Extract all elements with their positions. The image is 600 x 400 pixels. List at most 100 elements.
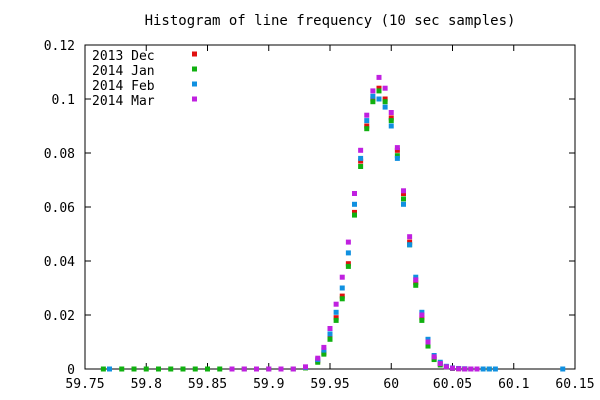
data-point [425,339,431,345]
data-point [229,366,235,372]
data-point [394,145,400,151]
data-point [217,366,223,372]
data-point [419,317,425,323]
data-point [358,147,364,153]
data-point [315,359,321,365]
series-points [229,74,480,372]
data-point [419,309,425,315]
data-point [327,334,333,340]
data-point [143,366,149,372]
x-tick-label: 60.05 [433,377,472,392]
data-point [394,147,400,153]
data-point [321,344,327,350]
data-point [358,164,364,169]
data-point [413,282,419,288]
data-point [492,366,498,372]
x-tick-label: 59.85 [188,377,227,392]
data-point [443,364,449,370]
data-point [278,366,284,372]
y-tick-label: 0.04 [44,255,75,270]
data-point [480,366,486,372]
data-point [376,85,382,91]
legend-swatch [192,66,197,72]
axis-ticks [84,44,576,370]
data-point [205,366,210,372]
data-point [431,354,437,360]
data-point [303,364,308,370]
data-point [315,355,321,361]
data-point [364,118,370,124]
legend-swatch [192,81,197,87]
data-point [119,366,125,372]
y-tick-label: 0 [67,363,75,378]
legend-label: 2014 Feb [92,79,155,94]
data-point [100,366,106,372]
data-point [425,343,431,349]
data-point [370,88,376,94]
y-tick-label: 0.12 [44,39,75,54]
legend-label: 2014 Mar [92,94,155,109]
data-point [358,158,364,164]
data-point [407,239,413,245]
data-point [333,301,339,307]
data-point [382,104,388,110]
data-point [370,99,376,105]
data-point [327,331,333,337]
data-point [266,366,272,372]
data-point [352,209,357,215]
legend-swatch [192,96,197,102]
data-point [394,153,400,159]
data-point [339,285,345,291]
series-points [107,93,566,372]
data-point [364,123,370,129]
data-point [394,155,400,161]
x-tick-label: 59.75 [65,377,104,392]
data-point [486,366,492,372]
data-point [388,123,394,129]
series-points [100,88,492,372]
data-point [382,96,388,102]
data-point [401,196,406,202]
data-point [352,191,357,196]
data-points [100,74,566,372]
data-point [462,366,468,372]
legend-label: 2013 Dec [92,49,155,64]
data-point [382,99,388,105]
data-point [352,212,357,218]
data-point [339,296,345,302]
data-point [345,261,351,267]
data-point [333,315,339,321]
data-point [370,93,376,99]
x-tick-label: 60.15 [555,377,594,392]
data-point [156,366,161,372]
data-point [345,250,351,256]
data-point [345,263,351,269]
data-point [474,366,480,372]
x-tick-label: 60 [383,377,399,392]
y-tick-label: 0.06 [44,201,75,216]
data-point [254,366,259,372]
data-point [339,274,345,280]
data-point [339,293,345,299]
data-point [364,112,370,118]
legend-swatch [192,51,197,57]
data-point [388,110,394,115]
data-point [413,274,419,280]
data-point [450,365,455,371]
data-point [376,88,382,94]
data-point [413,277,419,283]
data-point [560,366,566,372]
data-point [388,118,394,124]
data-point [364,126,370,132]
data-point [370,96,376,102]
x-tick-label: 60.1 [498,377,529,392]
data-point [168,366,174,372]
data-point [413,280,419,286]
data-point [241,366,247,372]
data-point [401,201,406,207]
data-point [388,115,394,121]
data-point [407,242,413,248]
x-tick-label: 59.9 [253,377,284,392]
y-tick-label: 0.08 [44,147,75,162]
